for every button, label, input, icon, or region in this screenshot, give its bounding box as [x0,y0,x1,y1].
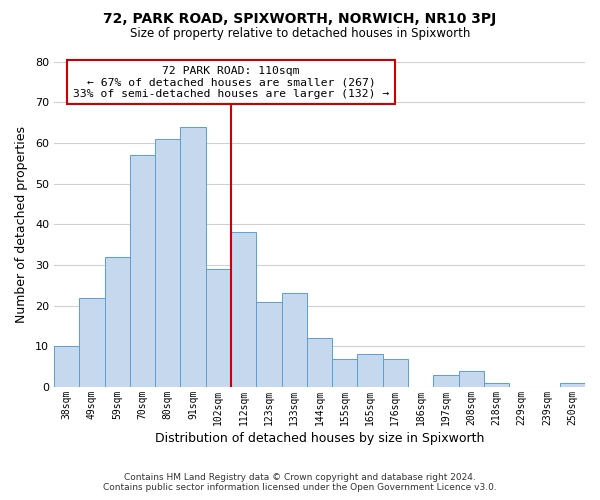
Bar [358,354,383,387]
X-axis label: Distribution of detached houses by size in Spixworth: Distribution of detached houses by size … [155,432,484,445]
Bar [206,269,231,387]
Text: Contains HM Land Registry data © Crown copyright and database right 2024.
Contai: Contains HM Land Registry data © Crown c… [103,473,497,492]
Bar [484,383,509,387]
Bar [458,371,484,387]
Bar [54,346,79,387]
Bar [433,375,458,387]
Bar [130,155,155,387]
Bar [332,358,358,387]
Bar [181,126,206,387]
Bar [560,383,585,387]
Bar [79,298,104,387]
Bar [383,358,408,387]
Text: 72 PARK ROAD: 110sqm
← 67% of detached houses are smaller (267)
33% of semi-deta: 72 PARK ROAD: 110sqm ← 67% of detached h… [73,66,389,99]
Text: 72, PARK ROAD, SPIXWORTH, NORWICH, NR10 3PJ: 72, PARK ROAD, SPIXWORTH, NORWICH, NR10 … [103,12,497,26]
Bar [104,257,130,387]
Y-axis label: Number of detached properties: Number of detached properties [15,126,28,323]
Bar [256,302,281,387]
Bar [307,338,332,387]
Bar [231,232,256,387]
Bar [281,294,307,387]
Text: Size of property relative to detached houses in Spixworth: Size of property relative to detached ho… [130,28,470,40]
Bar [155,139,181,387]
